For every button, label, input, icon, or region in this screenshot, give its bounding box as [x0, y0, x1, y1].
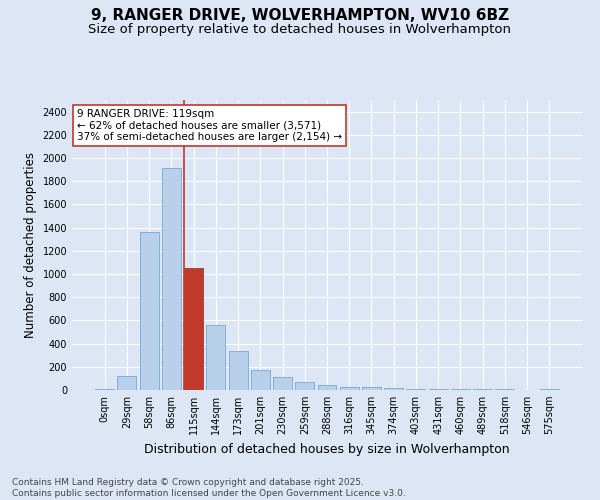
- Bar: [273, 376, 292, 390]
- Bar: [251, 370, 270, 390]
- Text: Size of property relative to detached houses in Wolverhampton: Size of property relative to detached ho…: [89, 22, 511, 36]
- Bar: [317, 386, 337, 390]
- Bar: [362, 387, 381, 390]
- Bar: [406, 389, 425, 390]
- Bar: [118, 376, 136, 390]
- Text: Contains HM Land Registry data © Crown copyright and database right 2025.
Contai: Contains HM Land Registry data © Crown c…: [12, 478, 406, 498]
- Y-axis label: Number of detached properties: Number of detached properties: [24, 152, 37, 338]
- Bar: [340, 386, 359, 390]
- Text: 9, RANGER DRIVE, WOLVERHAMPTON, WV10 6BZ: 9, RANGER DRIVE, WOLVERHAMPTON, WV10 6BZ: [91, 8, 509, 22]
- Bar: [140, 232, 158, 390]
- Bar: [95, 389, 114, 390]
- Bar: [162, 168, 181, 390]
- Bar: [229, 351, 248, 390]
- Bar: [295, 382, 314, 390]
- Bar: [540, 389, 559, 390]
- Text: Distribution of detached houses by size in Wolverhampton: Distribution of detached houses by size …: [144, 442, 510, 456]
- Bar: [384, 388, 403, 390]
- Text: 9 RANGER DRIVE: 119sqm
← 62% of detached houses are smaller (3,571)
37% of semi-: 9 RANGER DRIVE: 119sqm ← 62% of detached…: [77, 108, 342, 142]
- Bar: [206, 325, 225, 390]
- Bar: [184, 268, 203, 390]
